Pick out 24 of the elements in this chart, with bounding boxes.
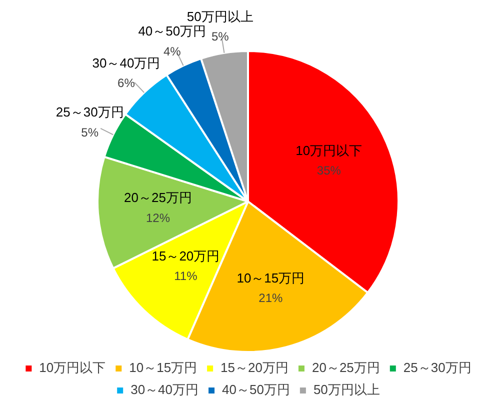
slice-label: 10万円以下: [296, 142, 362, 158]
slice-label: 30～40万円: [92, 55, 160, 70]
slice-label: 40～50万円: [138, 24, 206, 39]
data-label: 6%: [118, 76, 136, 90]
data-label: 5%: [81, 125, 99, 140]
slice-label: 50万円以上: [186, 8, 254, 24]
legend-label: 40～50万円: [222, 382, 290, 398]
legend-label: 25～30万円: [403, 360, 472, 376]
legend-label: 20～25万円: [312, 360, 380, 376]
data-label: 21%: [258, 291, 284, 306]
data-label: 5%: [211, 30, 230, 44]
data-label: 12%: [146, 210, 170, 225]
legend-label: 30～40万円: [130, 382, 199, 398]
slice-label: 25～30万円: [56, 104, 124, 120]
legend-label: 15～20万円: [220, 360, 288, 376]
legend-label: 10万円以下: [39, 360, 106, 376]
data-label: 35%: [316, 164, 342, 178]
slice-label: 10～15万円: [236, 270, 305, 286]
slice-label: 15～20万円: [152, 248, 220, 264]
legend-label: 10～15万円: [129, 360, 198, 376]
data-label: 11%: [174, 269, 198, 284]
legend-label: 50万円以上: [313, 382, 380, 398]
slice-label: 20～25万円: [124, 190, 192, 206]
data-label: 4%: [163, 44, 182, 58]
